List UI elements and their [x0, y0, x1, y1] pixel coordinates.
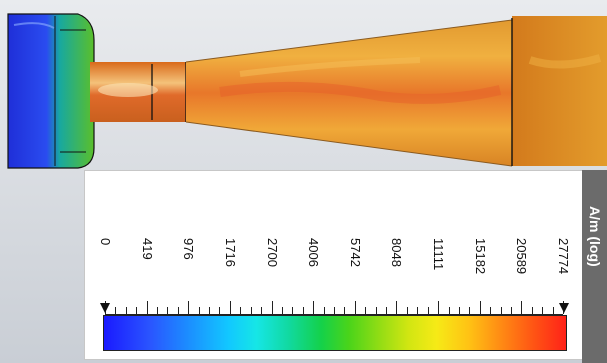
colorbar-minor-tick — [490, 307, 491, 314]
colorbar-minor-tick — [282, 307, 283, 314]
colorbar-min-marker[interactable] — [100, 303, 110, 313]
colorbar-minor-tick — [209, 307, 210, 314]
model-body — [512, 16, 607, 166]
colorbar-minor-tick — [178, 307, 179, 314]
colorbar-major-tick — [188, 301, 189, 314]
colorbar-minor-tick — [501, 307, 502, 314]
colorbar-tick-label: 976 — [181, 238, 196, 260]
colorbar-minor-tick — [417, 307, 418, 314]
colorbar-major-tick — [521, 301, 522, 314]
colorbar-minor-tick — [449, 307, 450, 314]
colorbar-minor-tick — [292, 307, 293, 314]
colorbar-minor-tick — [376, 307, 377, 314]
colorbar-major-tick — [355, 301, 356, 314]
colorbar-minor-tick — [240, 307, 241, 314]
colorbar-major-tick — [480, 301, 481, 314]
colorbar-tick-label: 27774 — [556, 238, 571, 275]
colorbar-minor-tick — [167, 307, 168, 314]
colorbar-minor-tick — [324, 307, 325, 314]
colorbar-minor-tick — [334, 307, 335, 314]
colorbar-tick-label: 419 — [140, 238, 155, 260]
unit-strip — [582, 170, 607, 363]
colorbar-minor-tick — [261, 307, 262, 314]
colorbar-minor-tick — [219, 307, 220, 314]
colorbar-minor-tick — [365, 307, 366, 314]
colorbar-unit-label: A/m (log) — [587, 206, 603, 267]
colorbar-minor-tick — [126, 307, 127, 314]
colorbar-tick-label: 4006 — [306, 238, 321, 267]
colorbar-axis — [105, 314, 563, 315]
colorbar-major-tick — [272, 301, 273, 314]
colorbar-minor-tick — [251, 307, 252, 314]
colorbar-tick-label: 5742 — [348, 238, 363, 267]
colorbar-max-marker[interactable] — [559, 303, 569, 313]
model-cap — [7, 13, 95, 169]
colorbar-minor-tick — [532, 307, 533, 314]
colorbar-tick-label: 20589 — [514, 238, 529, 275]
colorbar-major-tick — [230, 301, 231, 314]
colorbar-minor-tick — [303, 307, 304, 314]
colorbar-major-tick — [147, 301, 148, 314]
colorbar-tick-label: 2700 — [265, 238, 280, 267]
colorbar-major-tick — [396, 301, 397, 314]
colorbar-tick-label: 8048 — [389, 238, 404, 267]
colorbar-tick-label: 11111 — [431, 238, 446, 271]
colorbar-minor-tick — [428, 307, 429, 314]
colorbar-minor-tick — [469, 307, 470, 314]
colorbar-major-tick — [438, 301, 439, 314]
colorbar-minor-tick — [386, 307, 387, 314]
colorbar-minor-tick — [115, 307, 116, 314]
colorbar-minor-tick — [199, 307, 200, 314]
colorbar-minor-tick — [407, 307, 408, 314]
colorbar-tick-label: 1716 — [223, 238, 238, 267]
colorbar-tick-label: 15182 — [473, 238, 488, 275]
colorbar-tick-label: 0 — [98, 238, 113, 246]
colorbar-minor-tick — [542, 307, 543, 314]
colorbar-minor-tick — [136, 307, 137, 314]
colorbar-minor-tick — [157, 307, 158, 314]
colorbar-minor-tick — [511, 307, 512, 314]
colorbar-minor-tick — [553, 307, 554, 314]
colorbar-major-tick — [313, 301, 314, 314]
colorbar-minor-tick — [344, 307, 345, 314]
colorbar — [103, 315, 567, 351]
colorbar-minor-tick — [459, 307, 460, 314]
